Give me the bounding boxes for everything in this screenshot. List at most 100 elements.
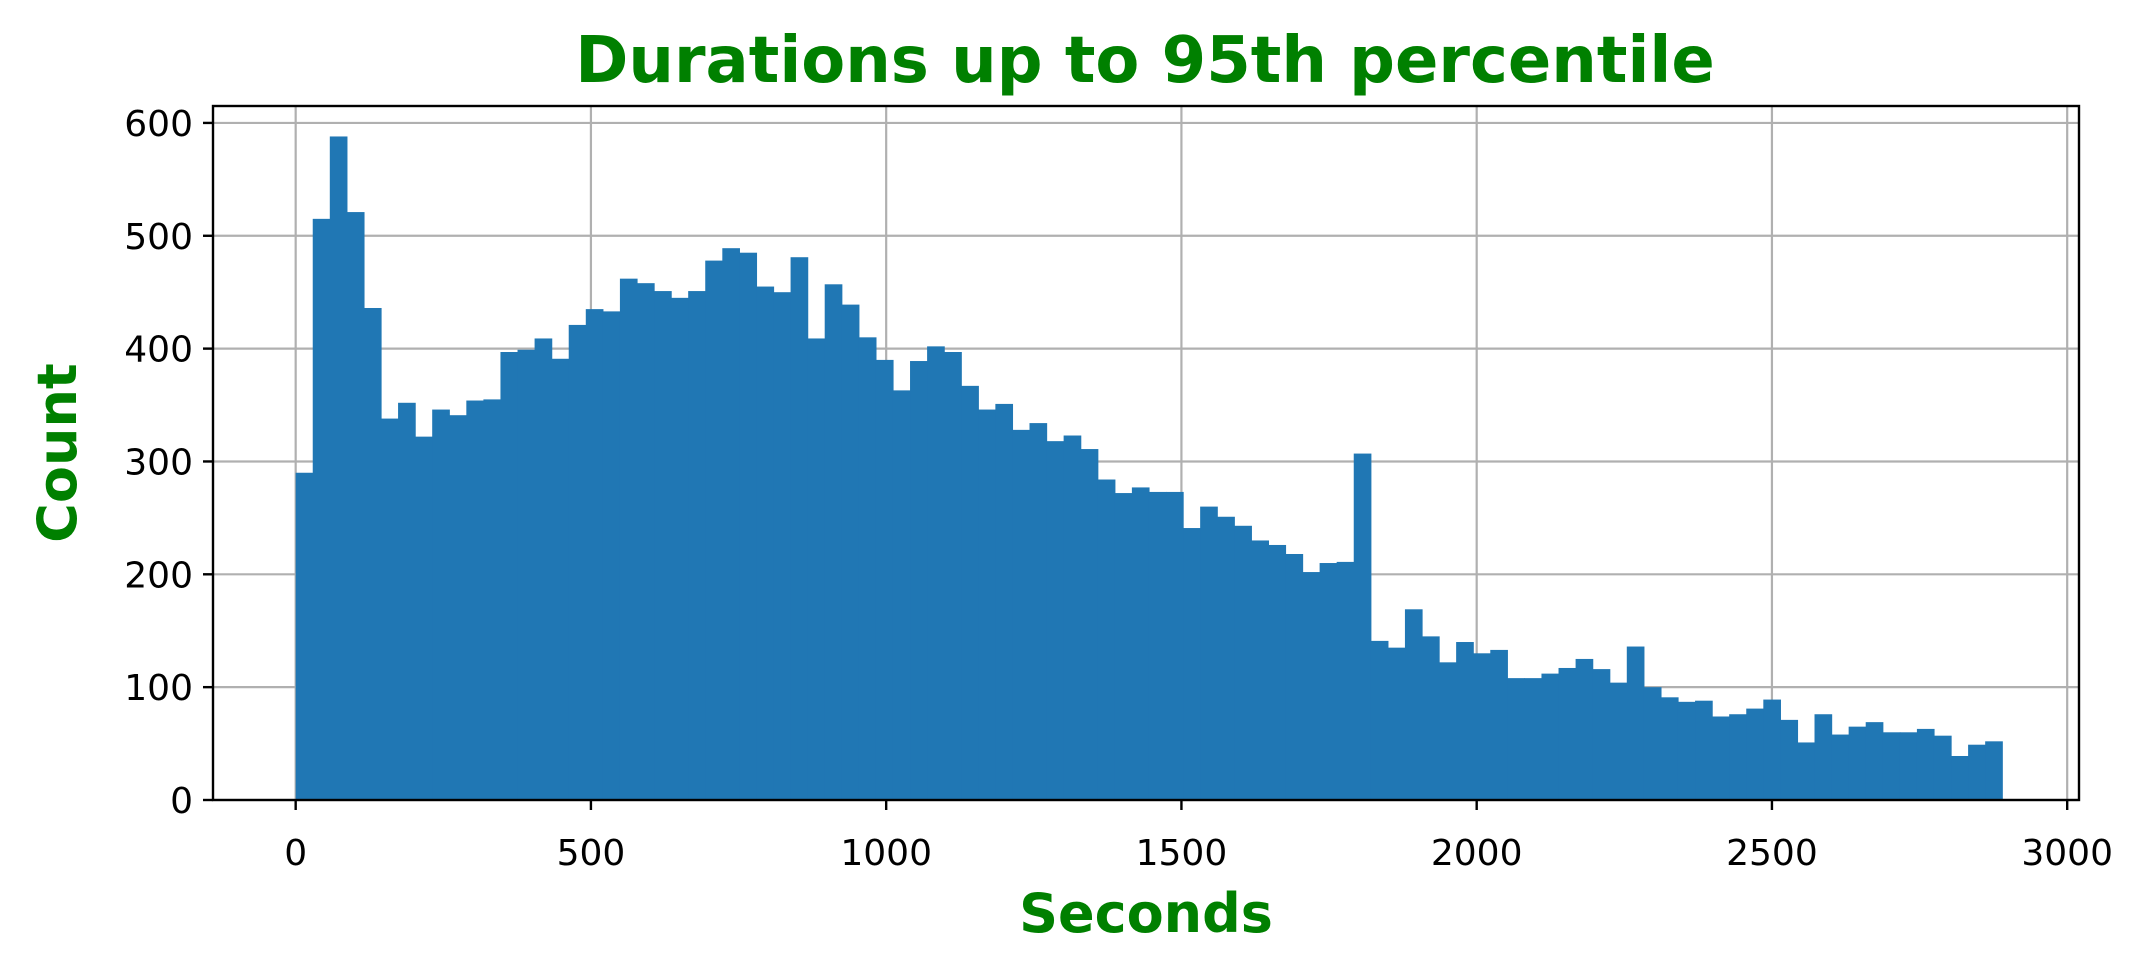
histogram-bar-56 <box>1251 540 1270 800</box>
histogram-bar-33 <box>858 337 877 800</box>
histogram-bar-65 <box>1404 609 1423 800</box>
histogram-bar-91 <box>1848 726 1867 800</box>
histogram-bar-5 <box>380 418 399 800</box>
histogram-bar-99 <box>1985 741 2003 800</box>
histogram-bar-64 <box>1387 647 1406 800</box>
histogram-bar-14 <box>534 338 553 800</box>
histogram-bar-97 <box>1951 755 1969 800</box>
histogram-bar-86 <box>1763 699 1781 800</box>
histogram-bar-93 <box>1882 732 1901 800</box>
histogram-bar-52 <box>1183 528 1201 800</box>
y-tick-label-5: 500 <box>124 217 193 258</box>
histogram-bar-43 <box>1029 423 1048 800</box>
histogram-bar-66 <box>1422 636 1440 800</box>
histogram-bar-31 <box>824 284 843 801</box>
histogram-bar-20 <box>636 283 655 800</box>
histogram-bar-49 <box>1131 487 1150 800</box>
y-tick-label-4: 400 <box>124 330 193 371</box>
histogram-bar-8 <box>432 409 450 800</box>
histogram-bar-76 <box>1592 669 1611 800</box>
histogram-bar-42 <box>1012 429 1031 800</box>
histogram-bar-96 <box>1933 735 1952 800</box>
histogram-bar-67 <box>1439 662 1457 800</box>
histogram-bar-30 <box>807 338 826 800</box>
histogram-bar-1 <box>312 218 331 801</box>
histogram-bar-9 <box>449 415 467 800</box>
histogram-bar-10 <box>466 400 484 800</box>
x-tick-label-1: 500 <box>557 833 626 874</box>
y-tick-label-3: 300 <box>124 442 193 483</box>
histogram-bar-17 <box>585 309 604 800</box>
histogram-bar-19 <box>619 278 638 800</box>
histogram-bar-24 <box>705 260 723 800</box>
histogram-bar-88 <box>1797 742 1816 800</box>
y-tick-label-0: 0 <box>170 781 193 822</box>
histogram-bar-45 <box>1063 435 1082 800</box>
x-tick-label-4: 2000 <box>1431 833 1523 874</box>
histogram-bar-80 <box>1660 697 1679 800</box>
y-tick-label-1: 100 <box>124 668 193 709</box>
histogram-bar-11 <box>483 399 502 800</box>
histogram-bar-89 <box>1814 714 1833 800</box>
histogram-bar-39 <box>961 385 979 800</box>
histogram-bar-26 <box>739 252 758 800</box>
x-axis-label: Seconds <box>1019 882 1273 945</box>
y-axis-label: Count <box>26 363 89 542</box>
histogram-bar-0 <box>295 472 314 800</box>
histogram-bar-25 <box>722 248 740 800</box>
histogram-bar-35 <box>892 390 911 800</box>
histogram-bar-4 <box>363 307 382 800</box>
histogram-bar-90 <box>1831 734 1850 800</box>
histogram-bar-82 <box>1695 700 1713 800</box>
histogram-bar-57 <box>1268 544 1287 800</box>
histogram-bar-74 <box>1558 667 1577 800</box>
histogram-bar-12 <box>500 352 519 800</box>
histogram-bar-83 <box>1712 716 1730 800</box>
histogram-bar-61 <box>1336 561 1355 800</box>
histogram-bar-71 <box>1507 678 1525 800</box>
x-tick-label-0: 0 <box>284 833 307 874</box>
axis-ticks: 0 500 1000 1500 2000 2500 3000 0 100 200 300 400 500… <box>124 104 2113 874</box>
histogram-bar-72 <box>1524 678 1543 800</box>
histogram-bar-16 <box>568 324 587 800</box>
histogram-bar-2 <box>329 136 348 801</box>
histogram-bar-47 <box>1097 479 1116 800</box>
histogram-bar-53 <box>1200 506 1218 800</box>
x-tick-label-2: 1000 <box>840 833 932 874</box>
histogram-bar-13 <box>517 349 536 800</box>
histogram-bar-60 <box>1319 563 1338 800</box>
histogram-bar-51 <box>1166 491 1184 800</box>
histogram-bars <box>295 136 2003 801</box>
histogram-bar-37 <box>927 346 945 800</box>
histogram-bar-78 <box>1626 646 1645 800</box>
histogram-bar-69 <box>1473 653 1491 800</box>
histogram-bar-7 <box>415 436 433 800</box>
histogram-bar-87 <box>1780 719 1799 800</box>
histogram-bar-28 <box>773 292 792 800</box>
histogram-bar-73 <box>1541 673 1560 800</box>
histogram-bar-29 <box>790 257 809 800</box>
y-tick-label-2: 200 <box>124 555 193 596</box>
histogram-bar-81 <box>1677 701 1696 800</box>
y-tick-label-6: 600 <box>124 104 193 145</box>
x-tick-label-5: 2500 <box>1726 833 1818 874</box>
histogram-bar-58 <box>1285 553 1304 800</box>
histogram-bar-55 <box>1234 525 1252 800</box>
histogram-bar-18 <box>602 311 621 800</box>
histogram-bar-21 <box>654 291 672 800</box>
histogram-bar-77 <box>1609 682 1628 800</box>
axes-frame <box>211 104 2081 802</box>
histogram-bar-32 <box>841 304 860 800</box>
histogram-bar-44 <box>1046 441 1065 800</box>
histogram-bar-68 <box>1456 642 1474 800</box>
histogram-bar-15 <box>551 358 570 800</box>
histogram-bar-92 <box>1865 722 1884 800</box>
histogram-bar-48 <box>1114 493 1133 800</box>
chart-title: Durations up to 95th percentile <box>575 24 1714 98</box>
histogram-bar-95 <box>1916 728 1935 800</box>
histogram-bar-6 <box>398 402 416 800</box>
histogram-bar-62 <box>1353 453 1372 800</box>
histogram-bar-34 <box>875 359 894 800</box>
histogram-bar-36 <box>910 361 928 800</box>
